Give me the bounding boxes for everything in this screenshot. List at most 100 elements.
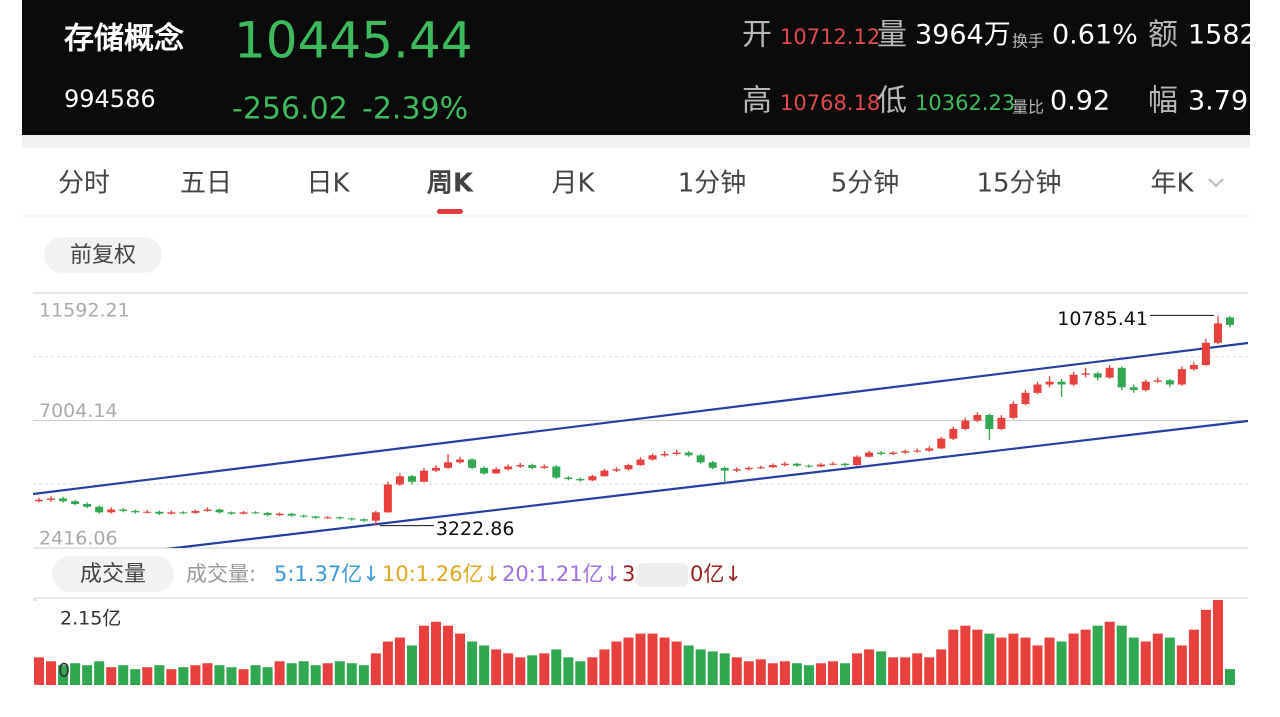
volume-bar [406,645,417,685]
tab[interactable]: 周K [427,169,474,199]
dropdown-chevron [1208,178,1224,188]
tab[interactable]: 年K [1150,169,1194,199]
volume-bar [154,665,165,685]
candle-body [588,476,597,481]
candle-body [1069,374,1078,385]
volume-bar [587,657,598,685]
quote-header [22,0,1250,135]
volume-bar [1044,637,1055,685]
volume-chart: 2.15亿 0 [33,597,1248,686]
stat-label: 额 [1148,18,1178,53]
candle-body [71,501,80,504]
stat-value: 10712.12 [780,25,880,49]
last-price: 10445.44 [234,12,473,70]
volume-bar [94,661,105,685]
volume-bar [755,659,766,685]
volume-legend: 5:1.37亿↓ 10:1.26亿↓ 20:1.21亿↓ 3 0亿↓ [274,562,742,587]
candle-body [47,498,56,500]
volume-bar [527,655,538,685]
volume-legend-label: 成交量: [186,562,256,586]
tab[interactable]: 5分钟 [831,169,900,199]
candle-body [1153,380,1162,382]
candle-body [95,506,104,513]
candle-body [780,463,789,466]
volume-bar [852,653,863,685]
candle-body [215,509,224,513]
trend-line [165,419,1248,548]
stock-name: 存储概念 [64,22,184,57]
candle-body [1129,387,1138,391]
candle-body [853,456,862,466]
candle-body [624,465,633,470]
volume-bar [82,665,93,685]
min-label: 3222.86 [436,518,515,540]
volume-bar [996,637,1007,685]
volume-bar [707,651,718,685]
candle-body [1177,369,1186,385]
volume-bar [1212,600,1223,685]
volume-bar [214,665,225,685]
candle-body [684,452,693,456]
tab[interactable]: 1分钟 [678,169,747,199]
volume-bar [791,663,802,685]
candle-body [347,518,356,520]
volume-bar [455,633,466,685]
candle-body [275,513,284,516]
candle-body [480,467,489,474]
candle-body [1201,342,1210,366]
adjust-button[interactable] [44,237,162,273]
volume-bar [611,641,622,685]
candle-body [889,452,898,454]
candle-body [167,512,176,514]
legend-entry: 10:1.26亿↓ [382,562,501,586]
volume-bar [491,649,502,685]
candle-body [648,455,657,460]
volume-bar [394,637,405,685]
price-chart: 11592.21 7004.14 2416.06 10785.41 3222.86 [33,292,1248,550]
volume-bar [1020,637,1031,685]
volume-bar [70,663,81,685]
candle-body [1165,380,1174,385]
stat-label: 换手 [1012,32,1044,51]
candle-body [1225,317,1234,325]
candle-body [552,466,561,478]
candle-body [1081,373,1090,375]
candle-body [1057,381,1066,385]
volume-bar [912,653,923,685]
volume-bar [334,661,345,685]
candle-body [287,513,296,516]
tab[interactable]: 月K [551,169,595,199]
tab[interactable]: 15分钟 [976,169,1061,199]
volume-bar [431,621,442,685]
volume-bar [623,637,634,685]
stat-value: 10362.23 [915,91,1015,115]
candle-body [732,469,741,471]
volume-bar [803,665,814,685]
candle-body [407,476,416,482]
adjust-button-label: 前复权 [70,243,136,268]
volume-bar [743,661,754,685]
stock-code: 994586 [64,85,156,113]
volume-bar [370,653,381,685]
volume-bar [262,667,273,685]
y-tick-label: 0 [58,660,70,682]
candle-body [383,484,392,513]
candle-body [492,469,501,474]
candle-body [841,463,850,466]
volume-bar [202,663,213,685]
candle-body [744,467,753,470]
candle-body [973,415,982,421]
legend-entry: 3 [622,562,635,586]
y-tick-label: 11592.21 [39,300,130,322]
volume-button[interactable] [52,556,174,592]
volume-bar [1164,637,1175,685]
tab[interactable]: 日K [306,169,350,199]
tab[interactable]: 五日 [180,169,232,199]
volume-bar [876,651,887,685]
candle-body [203,509,212,511]
stat-value: 3.79 [1188,86,1248,117]
trend-line [33,341,1248,496]
legend-entry: 5:1.37亿↓ [274,562,380,586]
tab[interactable]: 分时 [58,169,110,199]
